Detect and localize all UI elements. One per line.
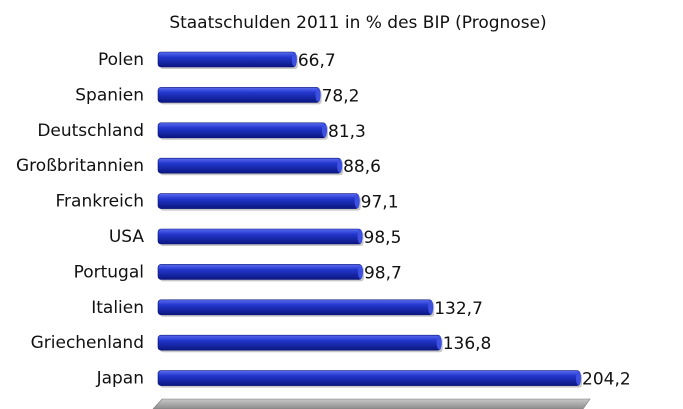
bar-italien — [157, 299, 433, 316]
bar-cap-polen — [291, 52, 297, 67]
value-label-polen: 66,7 — [298, 51, 336, 71]
bar-cap-frankreich — [354, 194, 360, 209]
value-label-frankreich: 97,1 — [361, 193, 399, 213]
value-label-gro-britannien: 88,6 — [343, 157, 381, 177]
category-label-usa: USA — [109, 227, 145, 247]
value-label-usa: 98,5 — [364, 228, 402, 248]
bar-cap-japan — [575, 371, 582, 386]
bar-polen — [157, 51, 297, 68]
category-label-italien: Italien — [91, 298, 144, 318]
chart-title: Staatschulden 2011 in % des BIP (Prognos… — [169, 13, 546, 33]
category-label-polen: Polen — [98, 50, 144, 70]
category-label-deutschland: Deutschland — [37, 121, 144, 141]
value-label-griechenland: 136,8 — [443, 334, 492, 354]
category-label-frankreich: Frankreich — [56, 192, 145, 212]
bar-cap-usa — [357, 229, 363, 244]
category-label-japan: Japan — [96, 369, 144, 389]
chart-floor — [152, 398, 591, 409]
bar-cap-deutschland — [321, 123, 328, 138]
bar-cap-griechenland — [436, 335, 442, 350]
category-label-griechenland: Griechenland — [31, 333, 144, 353]
bar-deutschland — [157, 122, 327, 139]
bar-frankreich — [157, 193, 359, 209]
value-label-portugal: 98,7 — [364, 263, 402, 283]
value-label-italien: 132,7 — [434, 299, 483, 319]
bar-cap-spanien — [315, 87, 321, 102]
category-label-gro-britannien: Großbritannien — [16, 156, 144, 176]
category-label-spanien: Spanien — [75, 85, 144, 105]
bar-cap-portugal — [357, 264, 364, 279]
value-label-spanien: 78,2 — [322, 86, 360, 106]
bar-gro-britannien — [157, 157, 342, 174]
bar-griechenland — [157, 334, 442, 351]
value-label-deutschland: 81,3 — [328, 122, 366, 142]
category-label-portugal: Portugal — [74, 262, 144, 282]
bar-cap-gro-britannien — [337, 158, 343, 173]
bar-usa — [157, 228, 362, 245]
bar-japan — [157, 370, 581, 386]
value-label-japan: 204,2 — [582, 370, 631, 390]
bar-spanien — [157, 87, 320, 103]
bar-cap-italien — [428, 300, 434, 315]
bar-portugal — [157, 264, 363, 280]
